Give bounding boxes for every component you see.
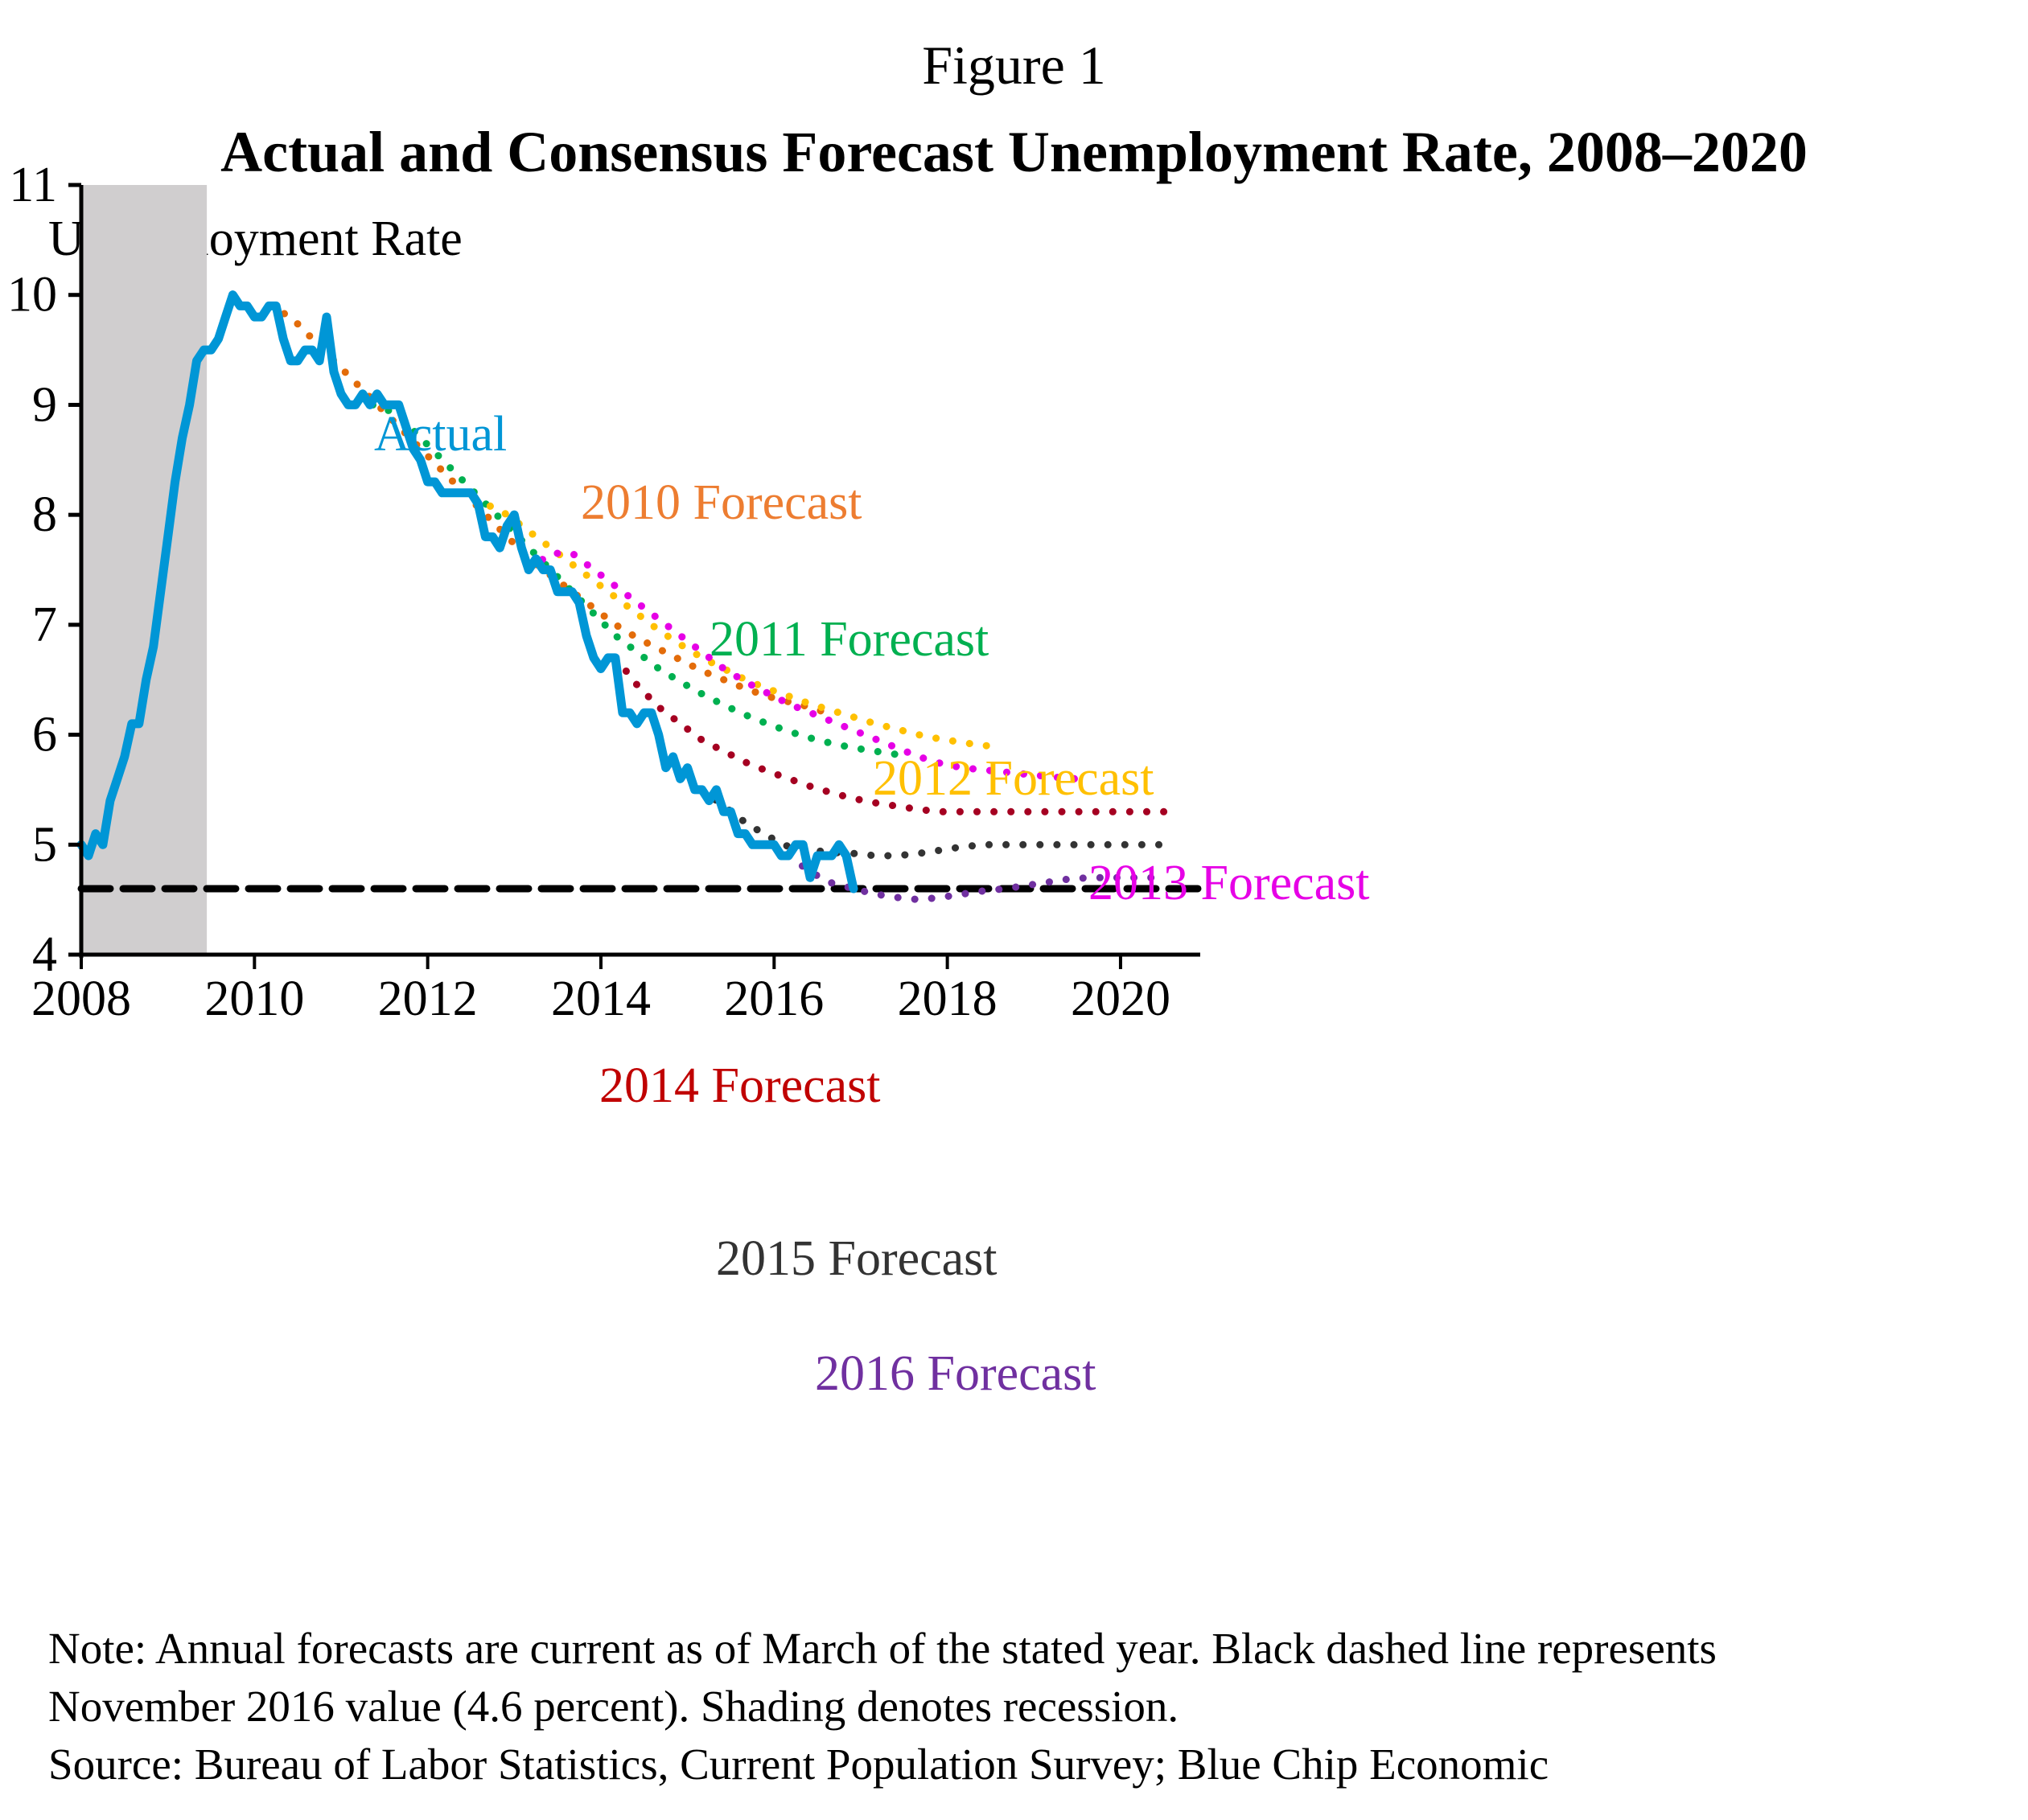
series-label-2013-forecast: 2013 Forecast [1088,856,1370,910]
x-tick-label: 2008 [31,972,131,1026]
source-line: Source: Bureau of Labor Statistics, Curr… [48,1740,1549,1789]
y-tick-label: 9 [32,377,57,432]
note-line-1: Note: Annual forecasts are current as of… [48,1624,1717,1673]
series-label-2011-forecast: 2011 Forecast [710,612,989,667]
forecast-dotted-line [698,786,1168,860]
y-tick-label: 7 [32,598,57,652]
series-label-2012-forecast: 2012 Forecast [873,751,1154,806]
y-tick-label: 11 [9,158,57,212]
x-tick-label: 2010 [204,972,304,1026]
x-tick-label: 2016 [724,972,824,1026]
x-tick-label: 2018 [898,972,998,1026]
series-2013-forecast [525,549,1081,783]
figure-number: Figure 1 [922,35,1106,96]
y-tick-label: 10 [7,268,57,323]
y-tick-label: 8 [32,487,57,542]
forecast-series-layer [265,302,1168,904]
series-label-2015-forecast: 2015 Forecast [716,1231,998,1286]
series-label-2014-forecast: 2014 Forecast [599,1058,881,1113]
chart-title: Actual and Consensus Forecast Unemployme… [220,120,1808,184]
series-label-2010-forecast: 2010 Forecast [581,475,862,530]
x-tick-label: 2020 [1071,972,1170,1026]
axes-layer: 4 5 6 7 8 9 10 11 2008 2010 2012 2014 2016 2018 2020 [7,158,1200,1026]
actual-series-layer [76,290,858,894]
series-label-2016-forecast: 2016 Forecast [815,1346,1096,1401]
y-tick-label: 4 [32,927,57,982]
y-tick-label: 5 [32,817,57,872]
y-tick-label: 6 [32,708,57,762]
series-label-actual: Actual [374,407,507,462]
actual-line [76,290,858,894]
note-line-2: November 2016 value (4.6 percent). Shadi… [48,1682,1179,1731]
x-tick-label: 2012 [378,972,478,1026]
forecast-dotted-line [785,852,1168,904]
series-labels-layer: Actual 2010 Forecast 2011 Forecast 2012 For… [374,407,1370,1401]
x-tick-label: 2014 [551,972,651,1026]
forecast-dotted-line [352,401,908,761]
series-actual [76,290,858,894]
forecast-dotted-line [525,549,1081,783]
